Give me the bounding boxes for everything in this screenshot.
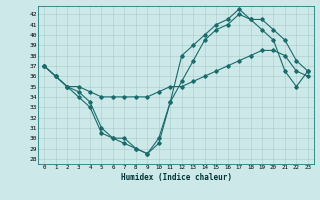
X-axis label: Humidex (Indice chaleur): Humidex (Indice chaleur) [121,173,231,182]
